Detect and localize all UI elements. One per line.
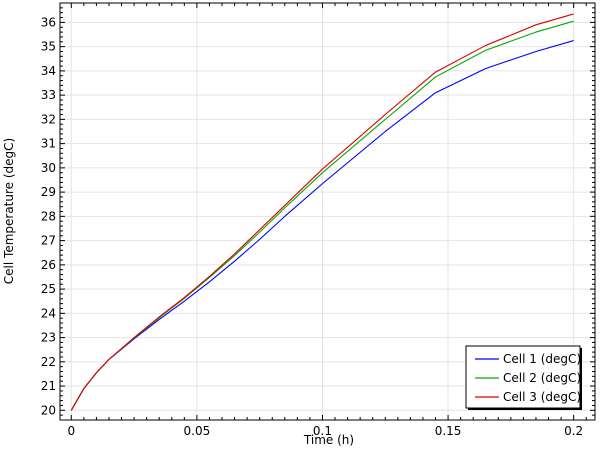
- y-tick-label: 27: [41, 234, 56, 248]
- y-tick-label: 32: [41, 112, 56, 126]
- y-tick-label: 36: [41, 15, 56, 29]
- y-tick-label: 21: [41, 379, 56, 393]
- x-axis: 0 0.05 0.1 0.15 0.2: [67, 3, 587, 438]
- x-tick-label: 0.15: [435, 424, 462, 438]
- y-tick-label: 31: [41, 137, 56, 151]
- y-tick-label: 24: [41, 306, 56, 320]
- y-tick-label: 34: [41, 64, 56, 78]
- y-tick-label: 35: [41, 40, 56, 54]
- y-axis-title: Cell Temperature (degC): [2, 138, 16, 284]
- series-line-cell-3: [70, 13, 574, 411]
- legend-box: [465, 345, 581, 409]
- x-tick-label: 0.05: [184, 424, 211, 438]
- y-tick-label: 30: [41, 161, 56, 175]
- y-tick-label: 22: [41, 355, 56, 369]
- y-tick-label: 25: [41, 282, 56, 296]
- y-tick-label: 26: [41, 258, 56, 272]
- x-tick-label: 0: [67, 424, 75, 438]
- y-tick-label: 28: [41, 209, 56, 223]
- y-tick-label: 20: [41, 403, 56, 417]
- x-tick-label: 0.1: [313, 424, 332, 438]
- legend-entry: Cell 1 (degC): [503, 352, 581, 366]
- y-tick-label: 29: [41, 185, 56, 199]
- y-tick-label: 33: [41, 88, 56, 102]
- x-axis-title: Time (h): [303, 433, 354, 447]
- legend-entry: Cell 2 (degC): [503, 371, 581, 385]
- y-axis: 20 21 22 23 24 25 26 27 28 29 30 31 32 33 34 35 36: [41, 7, 595, 421]
- legend-entry: Cell 3 (degC): [503, 390, 581, 404]
- series-lines: [70, 13, 574, 411]
- legend: Cell 1 (degC) Cell 2 (degC) Cell 3 (degC): [465, 345, 582, 410]
- y-tick-label: 23: [41, 331, 56, 345]
- x-tick-label: 0.2: [564, 424, 583, 438]
